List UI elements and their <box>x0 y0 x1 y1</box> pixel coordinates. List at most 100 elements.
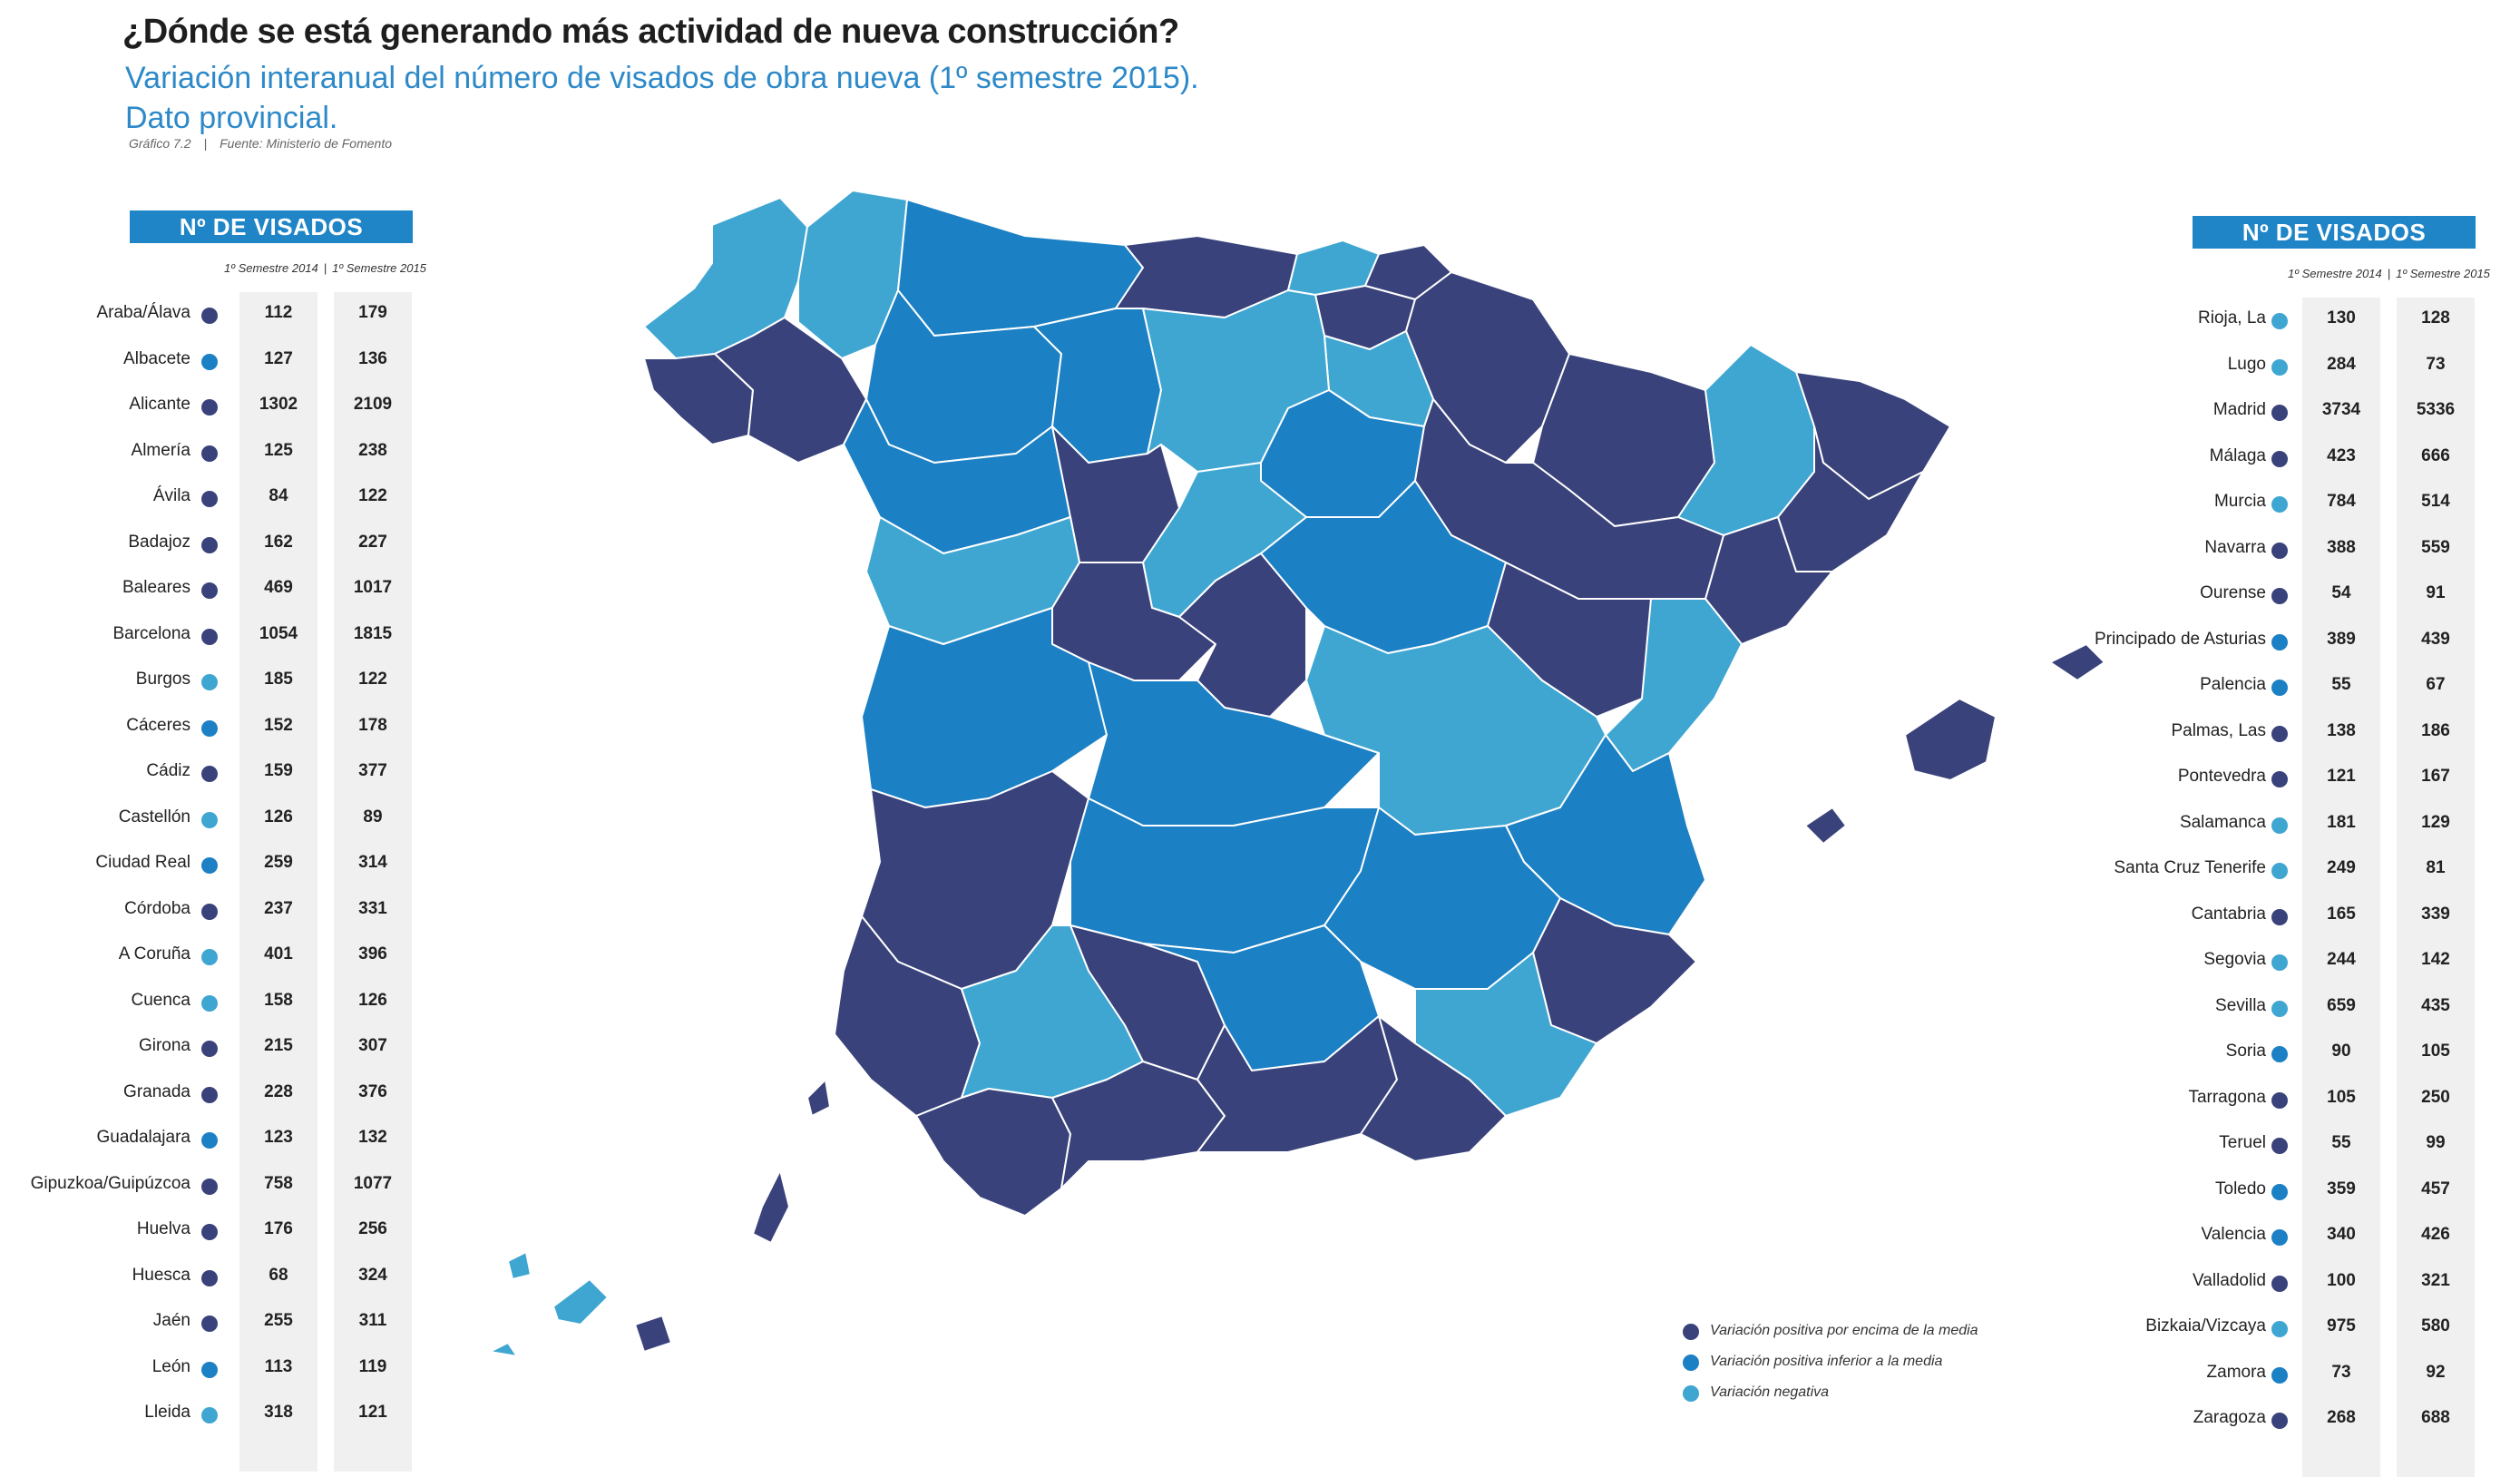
figure-label: Gráfico 7.2 <box>129 136 191 151</box>
category-dot <box>2271 954 2288 971</box>
province-name: Principado de Asturias <box>2094 629 2266 649</box>
category-dot <box>201 628 218 645</box>
value-2014: 237 <box>264 898 293 918</box>
category-dot <box>201 674 218 690</box>
province-name: Santa Cruz Tenerife <box>2114 858 2266 877</box>
value-2014: 244 <box>2327 950 2356 969</box>
table-row: Zaragoza 268 688 <box>2050 1397 2504 1443</box>
value-2014: 228 <box>264 1081 293 1101</box>
table-row: Burgos 185 122 <box>0 659 426 705</box>
value-2015: 122 <box>358 670 387 689</box>
value-2015: 2109 <box>353 395 393 414</box>
category-dot <box>2271 680 2288 696</box>
value-2015: 99 <box>2426 1133 2446 1152</box>
province-name: Ourense <box>2200 583 2266 602</box>
value-2015: 186 <box>2421 720 2450 740</box>
value-2015: 67 <box>2426 675 2446 694</box>
category-dot <box>2271 1000 2288 1017</box>
value-2014: 159 <box>264 761 293 780</box>
table-row: Alicante 1302 2109 <box>0 384 426 430</box>
province-name: Badajoz <box>128 532 190 552</box>
value-2014: 318 <box>264 1403 293 1422</box>
category-dot <box>2271 496 2288 513</box>
province-name: Palencia <box>2200 675 2266 694</box>
value-2015: 132 <box>358 1128 387 1147</box>
province-name: Ávila <box>152 486 190 505</box>
value-2015: 179 <box>358 303 387 322</box>
province-name: Cáceres <box>126 715 190 735</box>
province-name: Córdoba <box>124 898 190 918</box>
category-dot <box>2271 1229 2288 1246</box>
value-2015: 1815 <box>353 623 393 643</box>
province-almeria <box>1360 1015 1507 1162</box>
category-dot <box>201 994 218 1012</box>
col-head-2014: 1º Semestre 2014 <box>2288 267 2382 280</box>
category-dot <box>2271 542 2288 559</box>
category-dot <box>2271 1091 2288 1109</box>
province-name: Barcelona <box>112 623 190 643</box>
left-col-2015-bg <box>334 292 412 1472</box>
province-name: Zamora <box>2206 1362 2266 1382</box>
value-2014: 138 <box>2327 720 2356 740</box>
province-name: Baleares <box>122 578 190 597</box>
value-2014: 73 <box>2331 1362 2351 1382</box>
value-2014: 158 <box>264 990 293 1010</box>
value-2015: 688 <box>2421 1408 2450 1427</box>
province-name: Ciudad Real <box>95 853 190 872</box>
category-dot <box>2271 588 2288 604</box>
category-dot <box>201 857 218 874</box>
value-2014: 284 <box>2327 354 2356 374</box>
page-subtitle: Variación interanual del número de visad… <box>125 58 1199 138</box>
table-row: Lleida 318 121 <box>0 1392 426 1438</box>
table-row: Guadalajara 123 132 <box>0 1117 426 1163</box>
value-2014: 54 <box>2331 583 2351 602</box>
right-col-2014-bg <box>2302 298 2380 1477</box>
value-2014: 784 <box>2327 492 2356 511</box>
province-name: Lugo <box>2227 354 2266 374</box>
right-col-2015-bg <box>2397 298 2475 1477</box>
category-dot <box>201 1224 218 1240</box>
table-row: Ávila 84 122 <box>0 475 426 522</box>
value-2015: 321 <box>2421 1270 2450 1290</box>
value-2015: 89 <box>363 807 383 827</box>
table-row: Madrid 3734 5336 <box>2050 389 2504 435</box>
table-row: Santa Cruz Tenerife 249 81 <box>2050 847 2504 894</box>
table-row: A Coruña 401 396 <box>0 934 426 980</box>
province-name: Cantabria <box>2191 904 2266 924</box>
value-2014: 112 <box>264 303 293 322</box>
category-dot <box>201 582 218 599</box>
value-2015: 339 <box>2421 904 2450 924</box>
province-barcelona <box>1777 425 1924 572</box>
category-dot <box>2271 863 2288 879</box>
value-2014: 127 <box>264 348 293 368</box>
province-name: Tarragona <box>2188 1087 2266 1107</box>
table-row: Navarra 388 559 <box>2050 527 2504 573</box>
legend-swatch <box>1683 1385 1699 1402</box>
table-row: Lugo 284 73 <box>2050 344 2504 390</box>
source-note: Gráfico 7.2 | Fuente: Ministerio de Foment… <box>129 136 392 151</box>
legend-swatch <box>1683 1324 1699 1340</box>
value-2015: 105 <box>2421 1042 2450 1061</box>
table-row: Ourense 54 91 <box>2050 572 2504 619</box>
value-2015: 5336 <box>2416 400 2456 419</box>
value-2015: 256 <box>358 1219 387 1238</box>
province-name: Bizkaia/Vizcaya <box>2145 1316 2266 1335</box>
table-row: Segovia 244 142 <box>2050 939 2504 985</box>
value-2014: 423 <box>2327 445 2356 465</box>
province-name: León <box>151 1356 190 1376</box>
province-name: Almería <box>131 440 190 460</box>
separator: | <box>323 261 327 275</box>
value-2014: 130 <box>2327 308 2356 328</box>
category-dot <box>201 308 218 324</box>
value-2015: 91 <box>2426 583 2446 602</box>
col-head-2014: 1º Semestre 2014 <box>224 261 318 275</box>
value-2014: 340 <box>2327 1225 2356 1244</box>
table-row: Cáceres 152 178 <box>0 705 426 751</box>
value-2014: 388 <box>2327 537 2356 557</box>
value-2014: 152 <box>264 715 293 735</box>
category-dot <box>201 1178 218 1195</box>
value-2015: 439 <box>2421 629 2450 649</box>
table-row: Tarragona 105 250 <box>2050 1077 2504 1123</box>
province-name: Pontevedra <box>2177 767 2266 786</box>
table-row: Principado de Asturias 389 439 <box>2050 619 2504 665</box>
